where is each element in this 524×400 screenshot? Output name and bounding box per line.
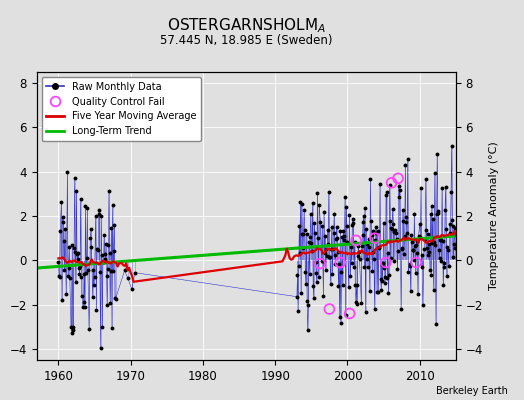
- Quality Control Fail: [345, 310, 354, 317]
- Five Year Moving Average: [369, 252, 375, 256]
- Five Year Moving Average: [81, 262, 88, 267]
- Five Year Moving Average: [130, 279, 137, 284]
- Line: Five Year Moving Average: Five Year Moving Average: [58, 231, 456, 282]
- Raw Monthly Data: [55, 259, 61, 264]
- Raw Monthly Data: [452, 245, 458, 250]
- Raw Monthly Data: [108, 225, 115, 230]
- Raw Monthly Data: [333, 225, 340, 230]
- Five Year Moving Average: [66, 259, 72, 264]
- Legend: Raw Monthly Data, Quality Control Fail, Five Year Moving Average, Long-Term Tren: Raw Monthly Data, Quality Control Fail, …: [41, 77, 201, 141]
- Quality Control Fail: [412, 259, 420, 266]
- Five Year Moving Average: [451, 229, 457, 234]
- Title: 57.445 N, 18.985 E (Sweden): 57.445 N, 18.985 E (Sweden): [160, 34, 333, 47]
- Quality Control Fail: [336, 259, 344, 266]
- Quality Control Fail: [371, 235, 379, 241]
- Text: Berkeley Earth: Berkeley Earth: [436, 386, 508, 396]
- Text: OSTERGARNSHOLM$_A$: OSTERGARNSHOLM$_A$: [167, 16, 326, 34]
- Line: Raw Monthly Data: Raw Monthly Data: [57, 145, 456, 350]
- Quality Control Fail: [394, 175, 402, 182]
- Raw Monthly Data: [428, 211, 434, 216]
- Five Year Moving Average: [453, 233, 459, 238]
- Five Year Moving Average: [55, 256, 61, 261]
- Quality Control Fail: [316, 260, 324, 267]
- Five Year Moving Average: [389, 240, 396, 244]
- Raw Monthly Data: [423, 177, 429, 182]
- Quality Control Fail: [387, 180, 396, 186]
- Raw Monthly Data: [77, 272, 83, 276]
- Five Year Moving Average: [58, 256, 64, 261]
- Raw Monthly Data: [449, 144, 455, 148]
- Quality Control Fail: [325, 306, 334, 312]
- Quality Control Fail: [352, 237, 361, 244]
- Raw Monthly Data: [97, 346, 104, 351]
- Raw Monthly Data: [69, 242, 75, 247]
- Quality Control Fail: [381, 259, 390, 266]
- Five Year Moving Average: [339, 250, 345, 254]
- Y-axis label: Temperature Anomaly (°C): Temperature Anomaly (°C): [488, 142, 498, 290]
